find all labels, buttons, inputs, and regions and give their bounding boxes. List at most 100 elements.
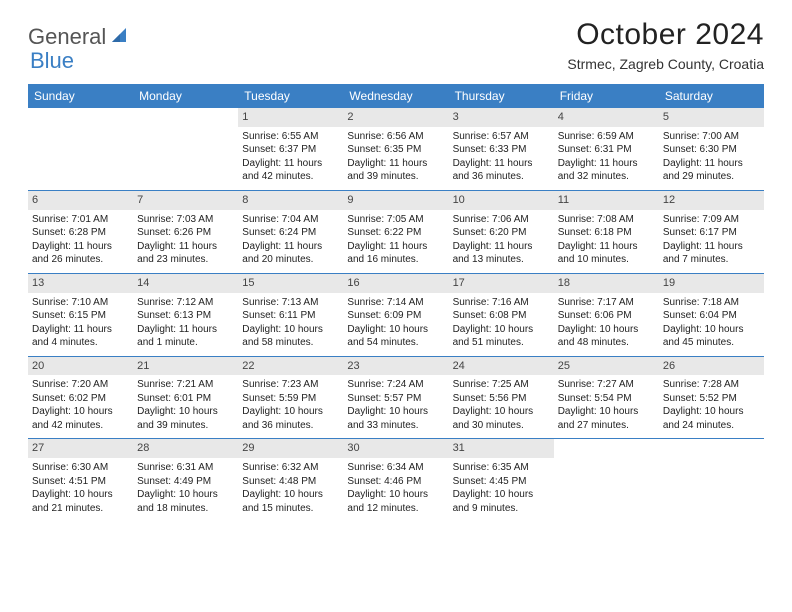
day-number: 31 (449, 439, 554, 458)
daylight-line: Daylight: 11 hours (558, 157, 655, 171)
day-number: 13 (28, 274, 133, 293)
sunrise-line: Sunrise: 6:59 AM (558, 130, 655, 144)
daylight-line: Daylight: 11 hours (663, 240, 760, 254)
daylight-line: Daylight: 11 hours (137, 240, 234, 254)
sunset-line: Sunset: 5:52 PM (663, 392, 760, 406)
calendar-cell: 24Sunrise: 7:25 AMSunset: 5:56 PMDayligh… (449, 356, 554, 439)
calendar-cell: 26Sunrise: 7:28 AMSunset: 5:52 PMDayligh… (659, 356, 764, 439)
sunrise-line: Sunrise: 7:00 AM (663, 130, 760, 144)
day-number: 20 (28, 357, 133, 376)
day-number: 15 (238, 274, 343, 293)
sunrise-line: Sunrise: 7:16 AM (453, 296, 550, 310)
daylight-line: and 9 minutes. (453, 502, 550, 516)
daylight-line: and 26 minutes. (32, 253, 129, 267)
sunset-line: Sunset: 6:33 PM (453, 143, 550, 157)
sunrise-line: Sunrise: 7:10 AM (32, 296, 129, 310)
daylight-line: and 10 minutes. (558, 253, 655, 267)
daylight-line: Daylight: 10 hours (347, 488, 444, 502)
sunset-line: Sunset: 4:51 PM (32, 475, 129, 489)
sunset-line: Sunset: 6:08 PM (453, 309, 550, 323)
daylight-line: Daylight: 10 hours (453, 323, 550, 337)
daylight-line: Daylight: 11 hours (453, 157, 550, 171)
brand-part2: Blue (30, 48, 74, 73)
daylight-line: Daylight: 11 hours (137, 323, 234, 337)
calendar-cell: 10Sunrise: 7:06 AMSunset: 6:20 PMDayligh… (449, 190, 554, 273)
sunrise-line: Sunrise: 7:23 AM (242, 378, 339, 392)
calendar-cell: 14Sunrise: 7:12 AMSunset: 6:13 PMDayligh… (133, 273, 238, 356)
daylight-line: and 29 minutes. (663, 170, 760, 184)
daylight-line: and 42 minutes. (242, 170, 339, 184)
calendar-cell: 19Sunrise: 7:18 AMSunset: 6:04 PMDayligh… (659, 273, 764, 356)
sunrise-line: Sunrise: 7:08 AM (558, 213, 655, 227)
daylight-line: Daylight: 10 hours (453, 405, 550, 419)
day-header: Thursday (449, 84, 554, 108)
sunset-line: Sunset: 6:01 PM (137, 392, 234, 406)
daylight-line: Daylight: 11 hours (347, 240, 444, 254)
daylight-line: and 24 minutes. (663, 419, 760, 433)
sunrise-line: Sunrise: 7:20 AM (32, 378, 129, 392)
sunset-line: Sunset: 4:45 PM (453, 475, 550, 489)
daylight-line: and 7 minutes. (663, 253, 760, 267)
sunrise-line: Sunrise: 6:34 AM (347, 461, 444, 475)
daylight-line: and 23 minutes. (137, 253, 234, 267)
day-number: 10 (449, 191, 554, 210)
calendar-cell: . (554, 439, 659, 521)
sunset-line: Sunset: 6:17 PM (663, 226, 760, 240)
calendar-cell: 20Sunrise: 7:20 AMSunset: 6:02 PMDayligh… (28, 356, 133, 439)
day-number: 8 (238, 191, 343, 210)
day-number: 3 (449, 108, 554, 127)
daylight-line: Daylight: 10 hours (137, 405, 234, 419)
daylight-line: and 54 minutes. (347, 336, 444, 350)
sunset-line: Sunset: 6:26 PM (137, 226, 234, 240)
daylight-line: and 48 minutes. (558, 336, 655, 350)
sunrise-line: Sunrise: 7:04 AM (242, 213, 339, 227)
sunset-line: Sunset: 6:20 PM (453, 226, 550, 240)
sunset-line: Sunset: 6:22 PM (347, 226, 444, 240)
daylight-line: and 32 minutes. (558, 170, 655, 184)
day-header: Saturday (659, 84, 764, 108)
calendar-cell: 28Sunrise: 6:31 AMSunset: 4:49 PMDayligh… (133, 439, 238, 521)
daylight-line: Daylight: 11 hours (242, 157, 339, 171)
day-number: 9 (343, 191, 448, 210)
daylight-line: and 1 minute. (137, 336, 234, 350)
day-number: 6 (28, 191, 133, 210)
sunset-line: Sunset: 4:46 PM (347, 475, 444, 489)
day-number: 17 (449, 274, 554, 293)
sunset-line: Sunset: 6:28 PM (32, 226, 129, 240)
calendar-row: 20Sunrise: 7:20 AMSunset: 6:02 PMDayligh… (28, 356, 764, 439)
sunrise-line: Sunrise: 7:13 AM (242, 296, 339, 310)
daylight-line: Daylight: 10 hours (663, 323, 760, 337)
calendar-cell: 30Sunrise: 6:34 AMSunset: 4:46 PMDayligh… (343, 439, 448, 521)
daylight-line: and 39 minutes. (137, 419, 234, 433)
calendar-cell: 3Sunrise: 6:57 AMSunset: 6:33 PMDaylight… (449, 108, 554, 190)
daylight-line: Daylight: 10 hours (32, 488, 129, 502)
sunrise-line: Sunrise: 7:27 AM (558, 378, 655, 392)
calendar-cell: 8Sunrise: 7:04 AMSunset: 6:24 PMDaylight… (238, 190, 343, 273)
daylight-line: Daylight: 11 hours (32, 323, 129, 337)
sunrise-line: Sunrise: 6:30 AM (32, 461, 129, 475)
calendar-row: 13Sunrise: 7:10 AMSunset: 6:15 PMDayligh… (28, 273, 764, 356)
daylight-line: Daylight: 10 hours (242, 405, 339, 419)
day-number: 2 (343, 108, 448, 127)
sunset-line: Sunset: 4:48 PM (242, 475, 339, 489)
calendar-row: 6Sunrise: 7:01 AMSunset: 6:28 PMDaylight… (28, 190, 764, 273)
sunset-line: Sunset: 6:04 PM (663, 309, 760, 323)
calendar-cell: 31Sunrise: 6:35 AMSunset: 4:45 PMDayligh… (449, 439, 554, 521)
sunset-line: Sunset: 6:31 PM (558, 143, 655, 157)
day-number: 12 (659, 191, 764, 210)
day-number: 11 (554, 191, 659, 210)
calendar-cell: 12Sunrise: 7:09 AMSunset: 6:17 PMDayligh… (659, 190, 764, 273)
day-number: 18 (554, 274, 659, 293)
brand-part2-wrap: Blue (30, 48, 74, 74)
sunrise-line: Sunrise: 6:55 AM (242, 130, 339, 144)
calendar-cell: 27Sunrise: 6:30 AMSunset: 4:51 PMDayligh… (28, 439, 133, 521)
day-number: 1 (238, 108, 343, 127)
daylight-line: and 36 minutes. (453, 170, 550, 184)
calendar-cell: 13Sunrise: 7:10 AMSunset: 6:15 PMDayligh… (28, 273, 133, 356)
daylight-line: and 21 minutes. (32, 502, 129, 516)
sunset-line: Sunset: 6:35 PM (347, 143, 444, 157)
daylight-line: and 58 minutes. (242, 336, 339, 350)
day-header: Friday (554, 84, 659, 108)
sunrise-line: Sunrise: 6:32 AM (242, 461, 339, 475)
sunrise-line: Sunrise: 6:56 AM (347, 130, 444, 144)
